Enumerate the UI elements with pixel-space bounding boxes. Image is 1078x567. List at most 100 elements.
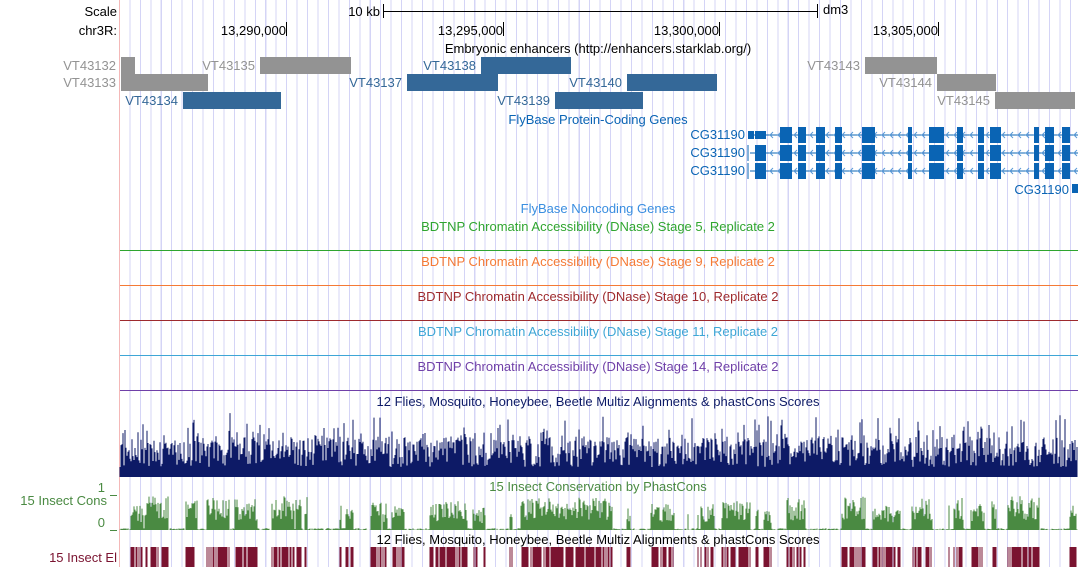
exon[interactable] <box>780 163 792 179</box>
exon[interactable] <box>929 163 944 179</box>
strand-arrow-icon <box>985 131 990 139</box>
exon[interactable] <box>1034 163 1039 179</box>
exon[interactable] <box>755 163 766 179</box>
exon[interactable] <box>755 145 766 161</box>
strand-arrow-icon <box>881 167 886 175</box>
exon[interactable] <box>835 145 842 161</box>
exon[interactable] <box>780 145 792 161</box>
y-min-tick <box>110 530 117 531</box>
enhancer-feature[interactable] <box>937 74 996 91</box>
exon[interactable] <box>908 127 912 143</box>
exon[interactable] <box>835 127 842 143</box>
strand-arrow-icon <box>945 131 950 139</box>
exon[interactable] <box>908 163 912 179</box>
exon[interactable] <box>835 163 842 179</box>
exon[interactable] <box>990 145 1001 161</box>
exon[interactable] <box>1062 145 1070 161</box>
exon[interactable] <box>816 163 825 179</box>
exon[interactable] <box>1034 127 1039 143</box>
enhancers-track-title[interactable]: Embryonic enhancers (http://enhancers.st… <box>444 41 752 56</box>
strand-arrow-icon <box>1041 131 1046 139</box>
gene-label[interactable]: CG31190 <box>690 127 745 142</box>
conserved-elements-bars <box>130 547 1077 567</box>
elements-side-label[interactable]: 15 Insect El <box>49 550 117 565</box>
exon[interactable] <box>957 145 963 161</box>
enhancer-feature[interactable] <box>121 74 208 91</box>
exon[interactable] <box>780 127 792 143</box>
strand-arrow-icon <box>969 167 974 175</box>
exon[interactable] <box>816 145 825 161</box>
exon[interactable] <box>1034 145 1039 161</box>
scale-label: Scale <box>84 4 117 19</box>
dnase-track-title[interactable]: BDTNP Chromatin Accessibility (DNase) St… <box>417 359 779 374</box>
exon[interactable] <box>1045 145 1054 161</box>
enhancer-label[interactable]: VT43138 <box>423 58 476 73</box>
exon[interactable] <box>816 127 825 143</box>
dnase-track-title[interactable]: BDTNP Chromatin Accessibility (DNase) St… <box>421 254 775 269</box>
exon[interactable] <box>978 163 984 179</box>
enhancer-label[interactable]: VT43143 <box>807 58 860 73</box>
position-tick <box>503 22 504 36</box>
enhancer-label[interactable]: VT43132 <box>63 58 116 73</box>
enhancer-label[interactable]: VT43140 <box>569 75 622 90</box>
exon[interactable] <box>862 145 875 161</box>
enhancer-feature[interactable] <box>260 57 351 74</box>
strand-arrow-icon <box>1009 149 1014 157</box>
y-min-label: 0 <box>97 515 105 530</box>
protein-genes-track-title[interactable]: FlyBase Protein-Coding Genes <box>508 112 688 127</box>
exon[interactable] <box>957 127 963 143</box>
enhancer-label[interactable]: VT43145 <box>937 93 990 108</box>
exon[interactable] <box>1045 163 1054 179</box>
enhancer-label[interactable]: VT43133 <box>63 75 116 90</box>
enhancer-feature[interactable] <box>555 92 643 109</box>
enhancer-feature[interactable] <box>627 74 717 91</box>
gene-label[interactable]: CG31190 <box>1014 182 1069 197</box>
exon[interactable] <box>1062 163 1070 179</box>
gene-label[interactable]: CG31190 <box>690 145 745 160</box>
enhancer-label[interactable]: VT43137 <box>349 75 402 90</box>
exon[interactable] <box>748 131 754 139</box>
exon[interactable] <box>1072 184 1078 193</box>
enhancer-feature[interactable] <box>865 57 937 74</box>
exon[interactable] <box>1045 127 1054 143</box>
enhancer-label[interactable]: VT43134 <box>125 93 178 108</box>
phastcons-track-title[interactable]: 15 Insect Conservation by PhastCons <box>489 479 707 494</box>
multiz-track-title[interactable]: 12 Flies, Mosquito, Honeybee, Beetle Mul… <box>376 394 820 409</box>
enhancer-feature[interactable] <box>407 74 498 91</box>
exon[interactable] <box>798 163 806 179</box>
dnase-track-title[interactable]: BDTNP Chromatin Accessibility (DNase) St… <box>417 289 779 304</box>
exon[interactable] <box>755 131 766 139</box>
strand-arrow-icon <box>889 167 894 175</box>
exon[interactable] <box>929 145 944 161</box>
strand-arrow-icon <box>1017 131 1022 139</box>
enhancer-label[interactable]: VT43144 <box>879 75 932 90</box>
exon[interactable] <box>929 127 944 143</box>
exon[interactable] <box>862 127 875 143</box>
strand-arrow-icon <box>945 149 950 157</box>
elements-track-title[interactable]: 12 Flies, Mosquito, Honeybee, Beetle Mul… <box>376 532 820 547</box>
exon[interactable] <box>978 145 984 161</box>
exon[interactable] <box>908 145 912 161</box>
enhancer-feature[interactable] <box>481 57 571 74</box>
exon[interactable] <box>862 163 875 179</box>
dnase-track-title[interactable]: BDTNP Chromatin Accessibility (DNase) St… <box>421 219 775 234</box>
exon[interactable] <box>990 163 1001 179</box>
exon[interactable] <box>1062 127 1070 143</box>
enhancer-label[interactable]: VT43139 <box>497 93 550 108</box>
enhancer-feature[interactable] <box>183 92 281 109</box>
exon[interactable] <box>798 127 806 143</box>
enhancer-feature[interactable] <box>995 92 1075 109</box>
position-label: 13,300,000 <box>653 23 719 38</box>
strand-arrow-icon <box>897 131 902 139</box>
exon[interactable] <box>957 163 963 179</box>
dnase-track-title[interactable]: BDTNP Chromatin Accessibility (DNase) St… <box>417 324 779 339</box>
enhancer-feature[interactable] <box>121 57 135 74</box>
phastcons-side-label[interactable]: 15 Insect Cons <box>20 493 107 508</box>
enhancer-label[interactable]: VT43135 <box>202 58 255 73</box>
exon[interactable] <box>978 127 984 143</box>
gene-label[interactable]: CG31190 <box>690 163 745 178</box>
exon[interactable] <box>798 145 806 161</box>
noncoding-genes-track-title[interactable]: FlyBase Noncoding Genes <box>520 201 676 216</box>
exon[interactable] <box>990 127 1001 143</box>
